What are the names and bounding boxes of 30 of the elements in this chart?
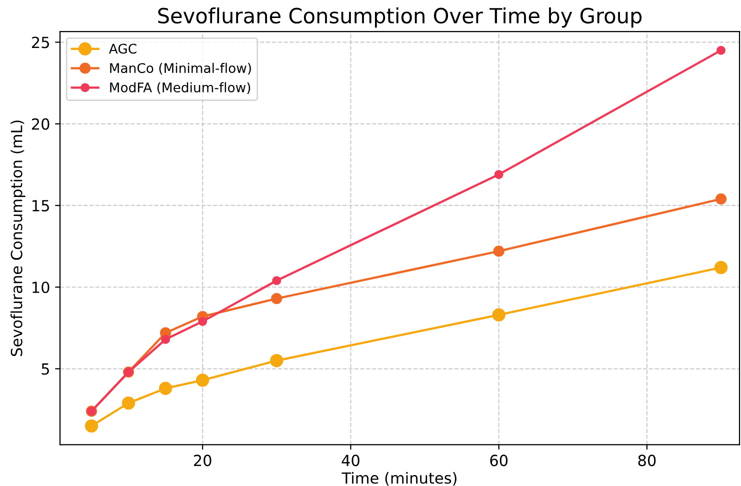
- legend-label: ModFA (Medium-flow): [110, 82, 250, 94]
- point: [84, 419, 98, 433]
- point: [493, 246, 504, 257]
- y-tick-label: 10: [32, 282, 50, 294]
- point: [492, 308, 506, 322]
- x-tick-label: 40: [342, 454, 360, 466]
- point: [494, 170, 504, 179]
- y-axis-title: Sevoflurane Consumption (mL): [10, 120, 26, 356]
- legend-label: AGC: [108, 44, 136, 54]
- y-tick-label: 25: [32, 36, 49, 48]
- y-tick-label: 5: [42, 363, 49, 375]
- x-axis-title: Time (minutes): [342, 472, 456, 486]
- y-tick-label: 15: [32, 200, 49, 212]
- point: [161, 334, 170, 344]
- y-tick-label: 20: [32, 118, 50, 130]
- point: [122, 396, 136, 410]
- point: [270, 354, 284, 368]
- x-tick-label: 80: [638, 454, 656, 466]
- point: [198, 316, 208, 326]
- point: [196, 374, 210, 387]
- x-tick-label: 60: [490, 454, 508, 466]
- point: [716, 46, 726, 55]
- point: [158, 382, 172, 395]
- legend-label: ManCo (Minimal-flow): [110, 62, 251, 75]
- point: [715, 193, 727, 205]
- point: [271, 293, 282, 304]
- x-tick-label: 20: [194, 454, 212, 466]
- chart-title: Sevoflurane Consumption Over Time by Group: [158, 7, 642, 28]
- point: [272, 276, 282, 286]
- point: [714, 260, 728, 274]
